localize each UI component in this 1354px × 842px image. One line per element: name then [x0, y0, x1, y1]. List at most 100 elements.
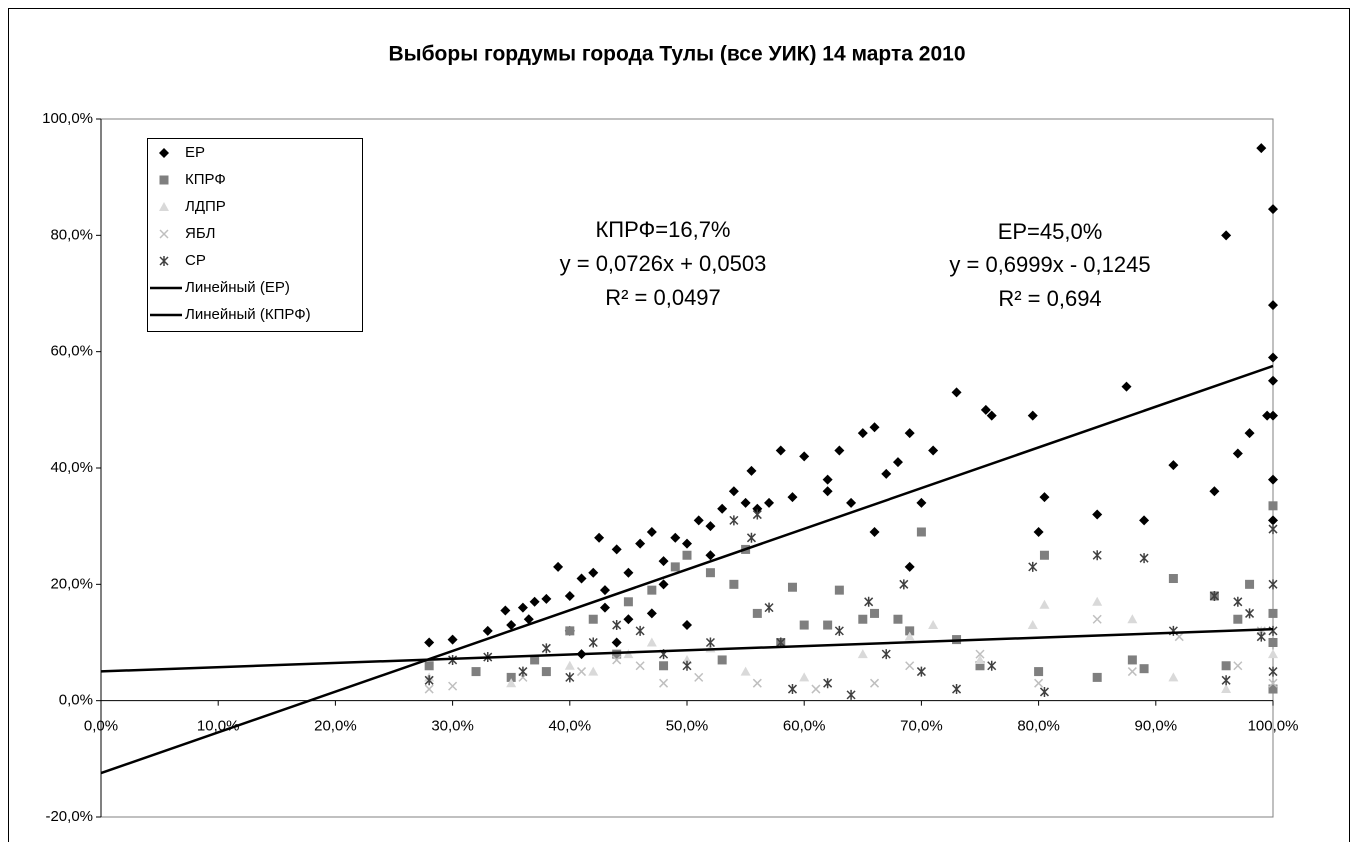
y-tick-label: 80,0%: [50, 226, 93, 243]
marks: [424, 143, 1278, 700]
point: [611, 637, 622, 648]
point: [623, 567, 634, 578]
y-tick-label: 20,0%: [50, 575, 93, 592]
point: [1168, 460, 1179, 471]
point: [705, 550, 716, 561]
point: [1233, 614, 1243, 624]
point: [1221, 675, 1231, 686]
legend-label: Линейный (ЕР): [185, 279, 290, 296]
point: [659, 678, 669, 688]
point: [646, 608, 657, 619]
point: [576, 667, 587, 677]
point: [682, 538, 692, 549]
point: [541, 593, 552, 604]
point: [1127, 614, 1138, 624]
point: [752, 608, 762, 618]
point: [980, 404, 991, 415]
y-tick-label: 40,0%: [50, 459, 93, 476]
point: [612, 655, 622, 665]
annotation: y = 0,0726x + 0,0503: [560, 251, 767, 276]
point: [787, 582, 797, 592]
point: [1268, 638, 1278, 647]
point: [975, 654, 985, 664]
point: [1039, 686, 1049, 697]
point: [424, 637, 435, 648]
point: [635, 625, 645, 636]
annotation: R² = 0,694: [998, 286, 1101, 311]
point: [1039, 550, 1049, 560]
point: [752, 678, 762, 688]
point: [1034, 667, 1044, 677]
annotation: R² = 0,0497: [605, 285, 721, 310]
point: [1209, 486, 1220, 497]
point: [705, 568, 715, 578]
point: [951, 387, 962, 398]
point: [729, 515, 739, 526]
point: [834, 585, 844, 595]
y-tick-label: 100,0%: [42, 110, 93, 127]
point: [565, 626, 575, 636]
legend-label: ЯБЛ: [185, 225, 216, 242]
point: [834, 445, 845, 456]
point: [834, 625, 844, 636]
point: [682, 654, 692, 664]
point: [1268, 474, 1278, 485]
point: [1262, 410, 1273, 421]
trendline: [100, 627, 1274, 673]
point: [647, 585, 657, 595]
point: [1092, 596, 1103, 606]
point: [506, 672, 516, 682]
legend-label: Линейный (КПРФ): [185, 306, 311, 323]
point: [740, 666, 751, 676]
point: [823, 620, 833, 630]
x-tick-label: 60,0%: [783, 718, 826, 735]
point: [1268, 649, 1278, 659]
point: [846, 689, 856, 700]
y-tick-label: 60,0%: [50, 343, 93, 360]
point: [1139, 664, 1149, 674]
point: [1168, 672, 1179, 682]
point: [799, 451, 810, 462]
point: [523, 614, 534, 625]
point: [564, 660, 575, 670]
point: [1233, 596, 1243, 607]
x-tick-label: 10,0%: [197, 718, 240, 735]
point: [646, 637, 657, 647]
point: [588, 637, 598, 648]
point: [1256, 631, 1266, 642]
point: [588, 567, 599, 578]
point: [1168, 574, 1178, 584]
point: [670, 562, 680, 572]
point: [1221, 661, 1231, 671]
point: [1121, 381, 1132, 392]
point: [987, 660, 997, 671]
point: [928, 620, 939, 630]
point: [564, 590, 575, 601]
point: [858, 614, 868, 624]
point: [952, 684, 962, 695]
x-tick-label: 80,0%: [1017, 718, 1060, 735]
trendline: [100, 364, 1274, 775]
point: [576, 573, 587, 584]
point: [1221, 684, 1232, 694]
x-tick-label: 90,0%: [1135, 718, 1178, 735]
point: [594, 532, 605, 543]
point: [1092, 550, 1102, 561]
point: [1268, 410, 1278, 421]
point: [646, 526, 657, 537]
point: [1209, 590, 1219, 601]
point: [1268, 666, 1278, 677]
point: [746, 465, 757, 476]
point: [740, 497, 751, 508]
point: [892, 457, 903, 468]
point: [1268, 678, 1278, 688]
point: [1268, 608, 1278, 618]
point: [424, 684, 434, 694]
x-tick-label: 30,0%: [431, 718, 474, 735]
point: [717, 655, 727, 665]
point: [869, 678, 880, 688]
y-tick-label: 0,0%: [59, 692, 93, 709]
point: [518, 666, 528, 677]
point: [904, 561, 915, 572]
